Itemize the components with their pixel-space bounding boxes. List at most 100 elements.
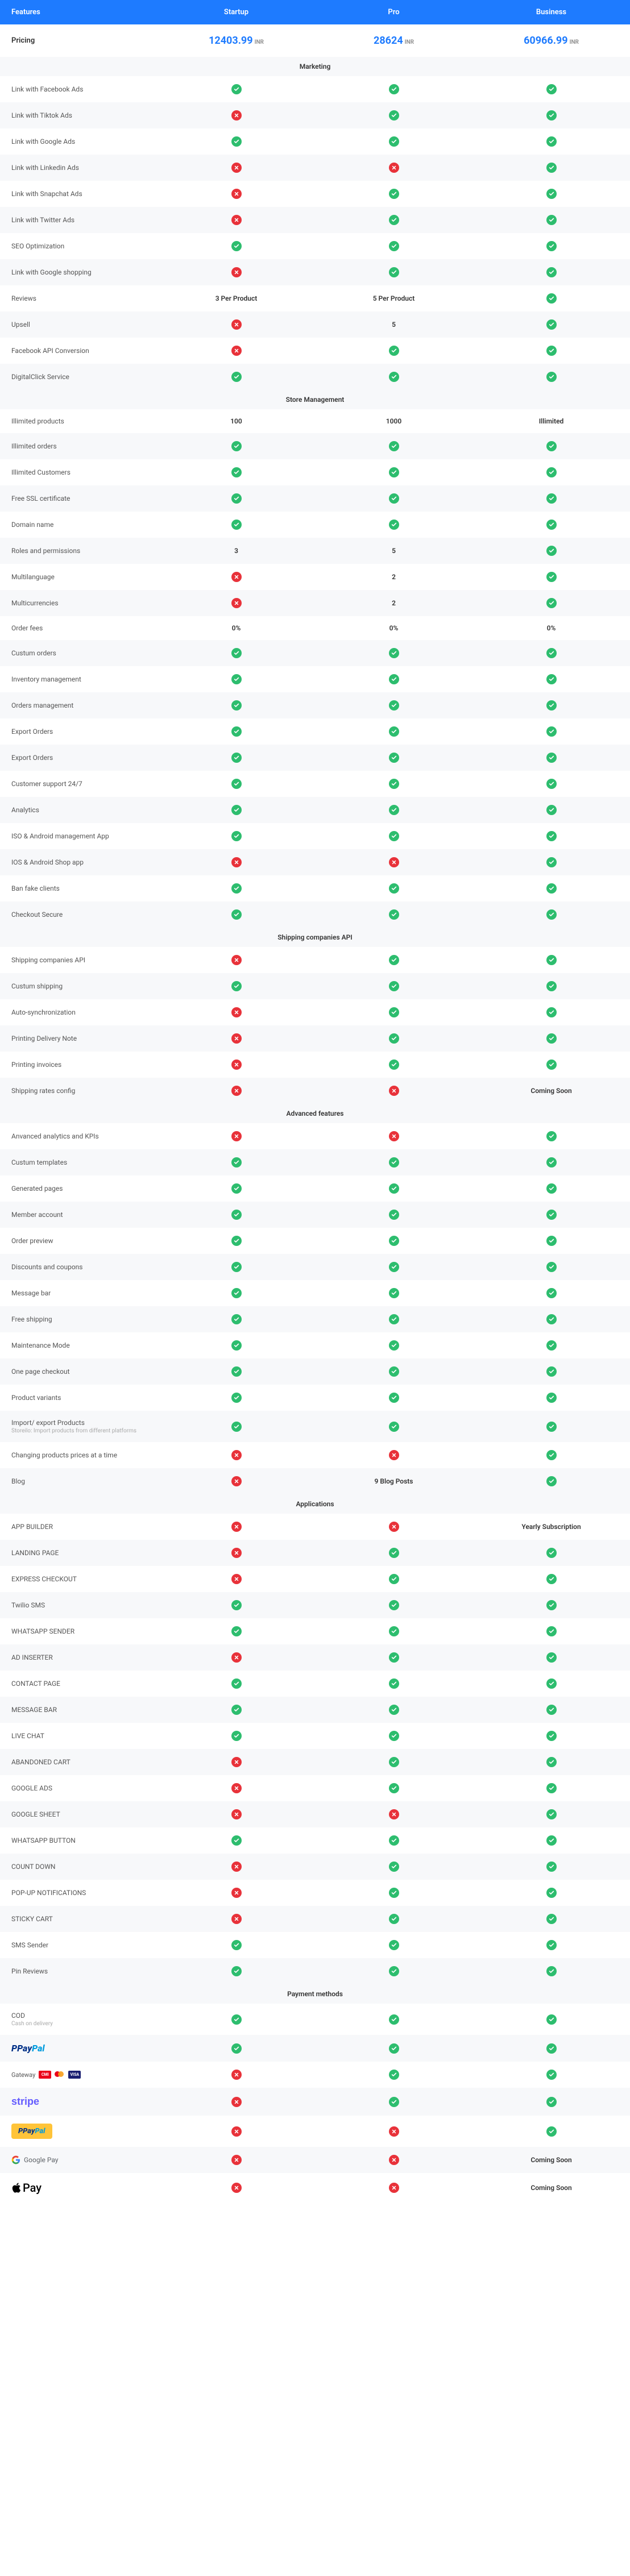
feature-row: IOS & Android Shop app bbox=[0, 849, 630, 875]
check-icon bbox=[389, 136, 399, 147]
feature-label: ISO & Android management App bbox=[11, 832, 109, 840]
check-icon bbox=[389, 1548, 399, 1558]
check-icon bbox=[546, 726, 557, 737]
check-icon bbox=[389, 1262, 399, 1272]
check-icon bbox=[231, 241, 242, 251]
cross-icon bbox=[231, 163, 242, 173]
check-icon bbox=[231, 674, 242, 684]
feature-label: LIVE CHAT bbox=[11, 1732, 44, 1740]
check-icon bbox=[231, 779, 242, 789]
cross-icon bbox=[231, 1476, 242, 1486]
paypal-button-logo: PPayPal bbox=[11, 2124, 52, 2139]
text-value: 9 Blog Posts bbox=[375, 1477, 413, 1485]
check-icon bbox=[546, 779, 557, 789]
pricing-label: Pricing bbox=[0, 24, 158, 57]
cross-icon bbox=[231, 1086, 242, 1096]
feature-row: STICKY CART bbox=[0, 1906, 630, 1932]
cross-icon bbox=[231, 2070, 242, 2080]
cross-icon bbox=[231, 1548, 242, 1558]
feature-label: Link with Google Ads bbox=[11, 138, 75, 146]
check-icon bbox=[389, 215, 399, 225]
feature-label: MESSAGE BAR bbox=[11, 1706, 57, 1714]
feature-row: Free SSL certificate bbox=[0, 485, 630, 512]
check-icon bbox=[389, 1652, 399, 1663]
feature-row: LANDING PAGE bbox=[0, 1540, 630, 1566]
feature-row: WHATSAPP SENDER bbox=[0, 1618, 630, 1644]
feature-row: COUNT DOWN bbox=[0, 1854, 630, 1880]
check-icon bbox=[389, 1783, 399, 1793]
feature-label: Anvanced analytics and KPIs bbox=[11, 1132, 99, 1140]
check-icon bbox=[389, 726, 399, 737]
feature-label: Custum templates bbox=[11, 1158, 67, 1166]
feature-label: Custum orders bbox=[11, 649, 56, 657]
text-value: 5 bbox=[392, 547, 396, 555]
check-icon bbox=[231, 1705, 242, 1715]
check-icon bbox=[546, 267, 557, 277]
feature-label: CONTACT PAGE bbox=[11, 1680, 60, 1688]
check-icon bbox=[231, 726, 242, 737]
check-icon bbox=[389, 909, 399, 920]
feature-label: Auto-synchronization bbox=[11, 1008, 76, 1016]
cross-icon bbox=[231, 110, 242, 121]
cross-icon bbox=[389, 1131, 399, 1141]
feature-label: GOOGLE ADS bbox=[11, 1784, 52, 1792]
feature-label: Member account bbox=[11, 1211, 63, 1219]
check-icon bbox=[546, 1340, 557, 1351]
header-row: Features Startup Pro Business bbox=[0, 0, 630, 24]
check-icon bbox=[231, 441, 242, 451]
feature-label: Multicurrencies bbox=[11, 599, 59, 607]
text-value: 100 bbox=[230, 417, 242, 425]
feature-label: Import/ export Products bbox=[11, 1419, 85, 1427]
check-icon bbox=[231, 883, 242, 894]
check-icon bbox=[389, 805, 399, 815]
check-icon bbox=[231, 700, 242, 711]
check-icon bbox=[546, 955, 557, 965]
feature-label: Link with Snapchat Ads bbox=[11, 190, 82, 198]
section-header: Applications bbox=[0, 1494, 630, 1514]
feature-label: Export Orders bbox=[11, 728, 53, 736]
check-icon bbox=[389, 346, 399, 356]
check-icon bbox=[546, 1940, 557, 1950]
feature-label: Custum shipping bbox=[11, 982, 63, 990]
price-startup: 12403.99INR bbox=[158, 24, 315, 57]
feature-row: Printing Delivery Note bbox=[0, 1025, 630, 1052]
check-icon bbox=[546, 1600, 557, 1610]
check-icon bbox=[546, 1966, 557, 1976]
check-icon bbox=[389, 1033, 399, 1044]
cross-icon bbox=[231, 1888, 242, 1898]
check-icon bbox=[546, 1862, 557, 1872]
feature-row: Printing invoices bbox=[0, 1052, 630, 1078]
check-icon bbox=[231, 805, 242, 815]
check-icon bbox=[546, 1652, 557, 1663]
feature-row: stripe bbox=[0, 2088, 630, 2116]
check-icon bbox=[389, 1888, 399, 1898]
feature-row: Message bar bbox=[0, 1280, 630, 1306]
feature-row: PPayPal bbox=[0, 2116, 630, 2147]
check-icon bbox=[389, 1940, 399, 1950]
feature-row: Gateway CMI VISA bbox=[0, 2062, 630, 2088]
check-icon bbox=[231, 831, 242, 841]
section-title: Marketing bbox=[0, 57, 630, 76]
feature-label: IOS & Android Shop app bbox=[11, 858, 84, 866]
cross-icon bbox=[231, 1809, 242, 1819]
check-icon bbox=[231, 84, 242, 94]
cross-icon bbox=[389, 163, 399, 173]
feature-label: One page checkout bbox=[11, 1368, 70, 1376]
check-icon bbox=[389, 241, 399, 251]
check-icon bbox=[546, 674, 557, 684]
check-icon bbox=[389, 955, 399, 965]
check-icon bbox=[231, 981, 242, 991]
gateway-logo: Gateway CMI VISA bbox=[11, 2071, 146, 2079]
text-value: Coming Soon bbox=[530, 2184, 571, 2192]
feature-label: Reviews bbox=[11, 294, 36, 302]
feature-label: Product variants bbox=[11, 1394, 61, 1402]
feature-label: EXPRESS CHECKOUT bbox=[11, 1575, 77, 1583]
pricing-table: Features Startup Pro Business Pricing 12… bbox=[0, 0, 630, 2203]
check-icon bbox=[231, 1835, 242, 1846]
cross-icon bbox=[231, 346, 242, 356]
check-icon bbox=[546, 1157, 557, 1167]
check-icon bbox=[389, 267, 399, 277]
check-icon bbox=[389, 1422, 399, 1432]
check-icon bbox=[389, 883, 399, 894]
feature-label: Message bar bbox=[11, 1289, 51, 1297]
